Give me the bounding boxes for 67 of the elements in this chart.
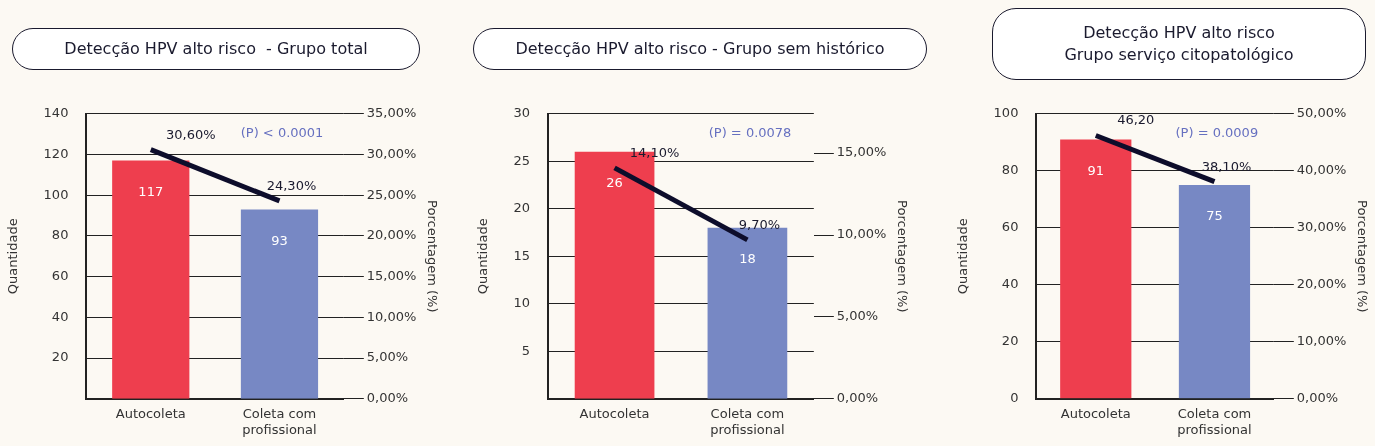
y-axis-title: Quantidade xyxy=(5,218,21,295)
data-label: 18 xyxy=(739,251,756,267)
y2-tick-label: 10,00% xyxy=(1296,333,1347,349)
data-label: 9,70% xyxy=(738,216,781,232)
y-tick-label: 40 xyxy=(51,308,69,324)
y-tick-label: 5 xyxy=(521,342,531,358)
y2-tick-label: 5,00% xyxy=(366,349,409,365)
y2-tick-label: 5,00% xyxy=(836,308,879,324)
y-tick-label: 80 xyxy=(1001,162,1019,178)
y-tick-label: 15 xyxy=(513,247,531,263)
annotation: (P) = 0.0009 xyxy=(1175,125,1259,141)
data-label: 46,20 xyxy=(1117,112,1155,128)
x-tick-label: Autocoleta xyxy=(579,405,650,421)
y-tick-label: 140 xyxy=(43,105,69,121)
y-tick-label: 100 xyxy=(993,105,1019,121)
data-label: 93 xyxy=(271,232,288,248)
y2-axis-title: Porcentagem (%) xyxy=(1354,200,1370,313)
data-label: 75 xyxy=(1206,208,1223,224)
y-tick-label: 10 xyxy=(513,295,531,311)
y2-axis-title: Porcentagem (%) xyxy=(894,200,910,313)
y2-tick-label: 10,00% xyxy=(366,308,417,324)
y2-tick-label: 25,00% xyxy=(366,186,417,202)
y2-tick-label: 0,00% xyxy=(366,390,409,406)
y2-tick-label: 40,00% xyxy=(1296,162,1347,178)
y2-tick-label: 0,00% xyxy=(1296,390,1339,406)
y-axis-title: Quantidade xyxy=(955,218,971,295)
y2-tick-label: 10,00% xyxy=(836,226,887,242)
data-label: 30,60% xyxy=(165,126,216,142)
y-tick-label: 20 xyxy=(51,349,69,365)
annotation: (P) = 0.0078 xyxy=(708,125,792,141)
y2-tick-label: 20,00% xyxy=(366,227,417,243)
y2-tick-label: 0,00% xyxy=(836,390,879,406)
y-tick-label: 25 xyxy=(513,152,531,168)
x-tick-label: Autocoleta xyxy=(115,405,186,421)
y2-tick-label: 50,00% xyxy=(1296,105,1347,121)
y-tick-label: 20 xyxy=(1001,333,1019,349)
x-tick-label: Coleta com profissional xyxy=(242,405,317,437)
data-label: 91 xyxy=(1087,162,1105,178)
data-label: 38,10% xyxy=(1201,158,1252,174)
y-tick-label: 60 xyxy=(1001,219,1019,235)
y2-tick-label: 15,00% xyxy=(836,144,887,160)
y2-tick-label: 35,00% xyxy=(366,105,417,121)
y-tick-label: 120 xyxy=(43,145,69,161)
chart-title: Detecção HPV alto risco - Grupo sem histórico xyxy=(473,28,927,70)
y-tick-label: 30 xyxy=(513,105,531,121)
y-tick-label: 80 xyxy=(51,227,69,243)
chart-title: Detecção HPV alto risco - Grupo total xyxy=(12,28,420,70)
y2-tick-label: 30,00% xyxy=(366,145,417,161)
chart-title: Detecção HPV alto risco Grupo serviço citopatológico xyxy=(992,8,1366,80)
x-tick-label: Coleta com profissional xyxy=(1177,405,1252,437)
data-label: 26 xyxy=(606,175,623,191)
y-tick-label: 100 xyxy=(43,186,69,202)
y2-tick-label: 20,00% xyxy=(1296,276,1347,292)
y2-tick-label: 30,00% xyxy=(1296,219,1347,235)
y-tick-label: 60 xyxy=(51,268,69,284)
y2-tick-label: 15,00% xyxy=(366,268,417,284)
y-tick-label: 0 xyxy=(1010,390,1019,406)
data-label: 14,10% xyxy=(629,144,680,160)
y2-axis-title: Porcentagem (%) xyxy=(424,200,440,313)
x-tick-label: Coleta com profissional xyxy=(710,405,785,437)
annotation: (P) < 0.0001 xyxy=(240,125,324,141)
data-label: 24,30% xyxy=(266,177,317,193)
y-tick-label: 40 xyxy=(1001,276,1019,292)
y-tick-label: 20 xyxy=(513,200,531,216)
data-label: 117 xyxy=(138,184,164,199)
x-tick-label: Autocoleta xyxy=(1060,405,1131,421)
y-axis-title: Quantidade xyxy=(475,218,491,295)
